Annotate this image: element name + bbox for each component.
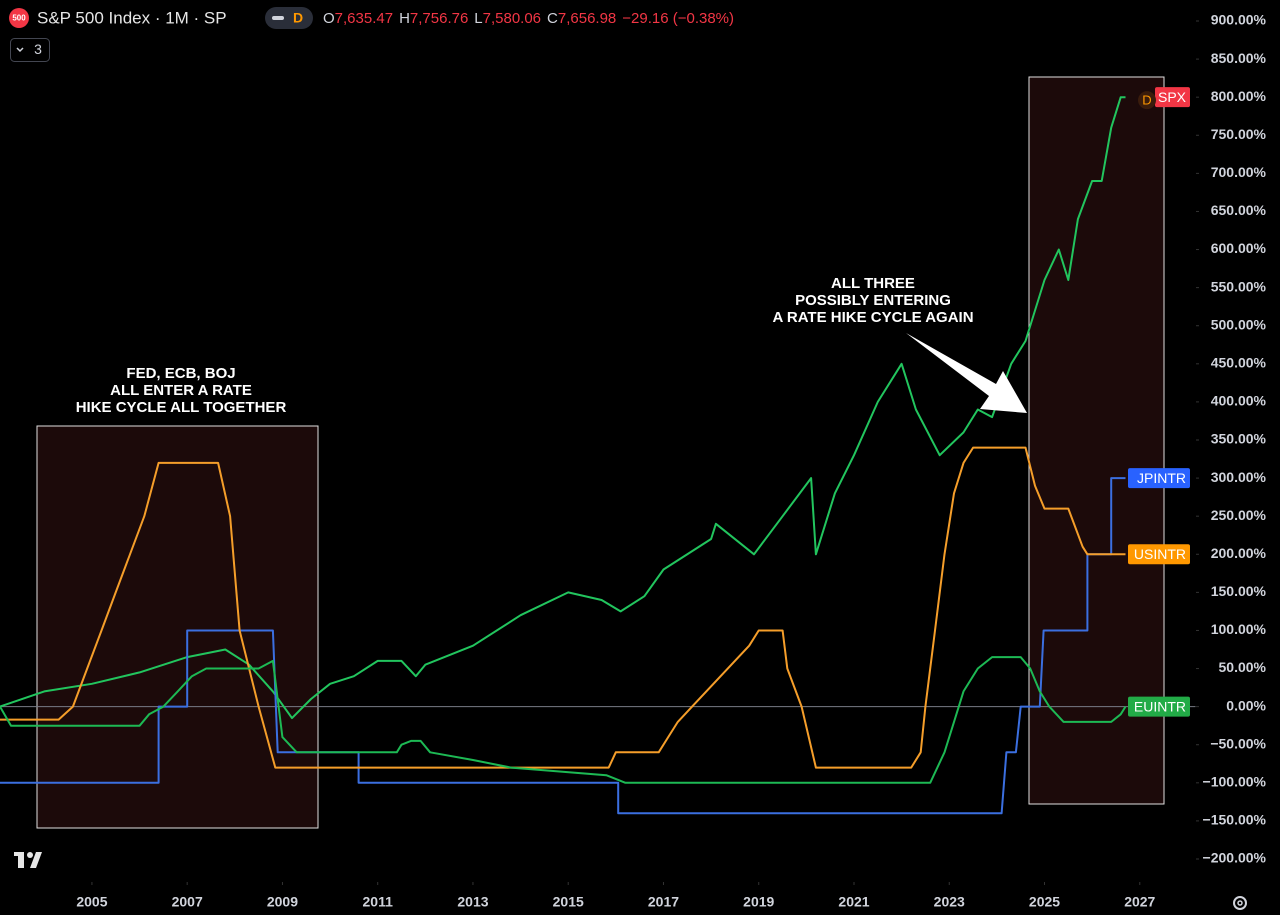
- series-line: [0, 477, 1126, 815]
- ohlc-value: 7,656.98: [558, 10, 616, 27]
- y-tick-label: 550.00%: [1211, 278, 1267, 294]
- x-tick-label: 2015: [553, 894, 584, 910]
- ohlc-text: O7,635.47 H7,756.76 L7,580.06 C7,656.98 −29.…: [323, 10, 734, 27]
- toggle-icon: [272, 16, 284, 20]
- ohlc-label: H: [399, 10, 410, 27]
- interval[interactable]: D: [293, 10, 303, 26]
- series-label-box: [1128, 544, 1190, 565]
- annotation: ALL ENTER A RATE: [110, 382, 252, 399]
- ohlc-label: L: [474, 10, 482, 27]
- y-tick-label: 400.00%: [1211, 393, 1267, 409]
- change: −29.16 (−0.38%): [622, 10, 734, 27]
- annotation: HIKE CYCLE ALL TOGETHER: [76, 399, 287, 416]
- x-tick-label: 2007: [172, 894, 203, 910]
- x-tick-label: 2027: [1124, 894, 1155, 910]
- tv-logo: [14, 852, 42, 868]
- highlight-box: [1028, 76, 1165, 805]
- series-line: [0, 446, 1126, 769]
- x-tick-label: 2025: [1029, 894, 1060, 910]
- ohlc-label: O: [323, 10, 335, 27]
- y-tick-label: 700.00%: [1211, 164, 1267, 180]
- y-tick-label: 600.00%: [1211, 240, 1267, 256]
- series-label-box: [1128, 468, 1190, 489]
- x-tick-label: 2011: [363, 894, 394, 910]
- series-label: JPINTR: [1137, 470, 1186, 486]
- logo-text: 500: [12, 14, 26, 23]
- event-marker[interactable]: [1138, 91, 1156, 110]
- y-tick-label: 350.00%: [1211, 431, 1267, 447]
- y-tick-label: 300.00%: [1211, 469, 1267, 485]
- y-tick-label: 150.00%: [1211, 583, 1267, 599]
- interval-toggle[interactable]: [265, 7, 313, 29]
- annotation: FED, ECB, BOJ: [126, 365, 235, 382]
- y-tick-label: 0.00%: [1226, 697, 1266, 713]
- y-tick-label: 100.00%: [1211, 621, 1267, 637]
- settings-icon[interactable]: [1233, 896, 1247, 910]
- y-tick-label: 500.00%: [1211, 316, 1267, 332]
- symbol-logo: [9, 8, 29, 28]
- y-tick-label: 650.00%: [1211, 202, 1267, 218]
- series-label-box: [1128, 696, 1190, 717]
- x-tick-label: 2013: [457, 894, 488, 910]
- x-tick-label: 2021: [838, 894, 869, 910]
- y-tick-label: 800.00%: [1211, 88, 1267, 104]
- ohlc-value: 7,580.06: [483, 10, 541, 27]
- series-line: [0, 96, 1126, 720]
- x-tick-label: 2019: [743, 894, 774, 910]
- series-label: USINTR: [1134, 546, 1186, 562]
- series-label-box: [1155, 87, 1190, 108]
- chart-title[interactable]: S&P 500 Index · 1M · SP: [37, 8, 227, 27]
- y-tick-label: 450.00%: [1211, 355, 1267, 371]
- y-tick-label: 250.00%: [1211, 507, 1267, 523]
- annotation: A RATE HIKE CYCLE AGAIN: [772, 309, 973, 326]
- ohlc-value: 7,635.47: [335, 10, 393, 27]
- y-tick-label: 750.00%: [1211, 126, 1267, 142]
- indicator-dropdown[interactable]: [10, 38, 50, 62]
- chevron: [16, 47, 24, 53]
- y-tick-label: −50.00%: [1210, 735, 1266, 751]
- y-tick-label: −150.00%: [1203, 812, 1267, 828]
- y-tick-label: 50.00%: [1219, 659, 1267, 675]
- ohlc-value: 7,756.76: [410, 10, 468, 27]
- x-tick-label: 2023: [934, 894, 965, 910]
- y-tick-label: 850.00%: [1211, 50, 1267, 66]
- indicator-count[interactable]: 3: [34, 41, 42, 57]
- series-label: EUINTR: [1134, 698, 1186, 714]
- ohlc: O7,635.47 H7,756.76 L7,580.06 C7,656.98 −29.…: [323, 10, 734, 27]
- x-tick-label: 2009: [267, 894, 298, 910]
- y-tick-label: 200.00%: [1211, 545, 1267, 561]
- x-tick-label: 2017: [648, 894, 679, 910]
- y-tick-label: 900.00%: [1211, 12, 1267, 28]
- x-tick-label: 2005: [76, 894, 107, 910]
- ohlc-label: C: [547, 10, 558, 27]
- y-tick-label: −100.00%: [1203, 774, 1267, 790]
- annotation: POSSIBLY ENTERING: [795, 292, 951, 309]
- highlight-box: [36, 425, 319, 829]
- arrow: [906, 333, 1027, 413]
- settings-icon-center: [1237, 900, 1243, 906]
- event-marker-text: D: [1142, 93, 1151, 108]
- y-tick-label: −200.00%: [1203, 850, 1267, 866]
- series-line: [0, 656, 1127, 784]
- plot-area: [0, 96, 1196, 815]
- series-label: SPX: [1158, 89, 1187, 105]
- annotation: ALL THREE: [831, 275, 915, 292]
